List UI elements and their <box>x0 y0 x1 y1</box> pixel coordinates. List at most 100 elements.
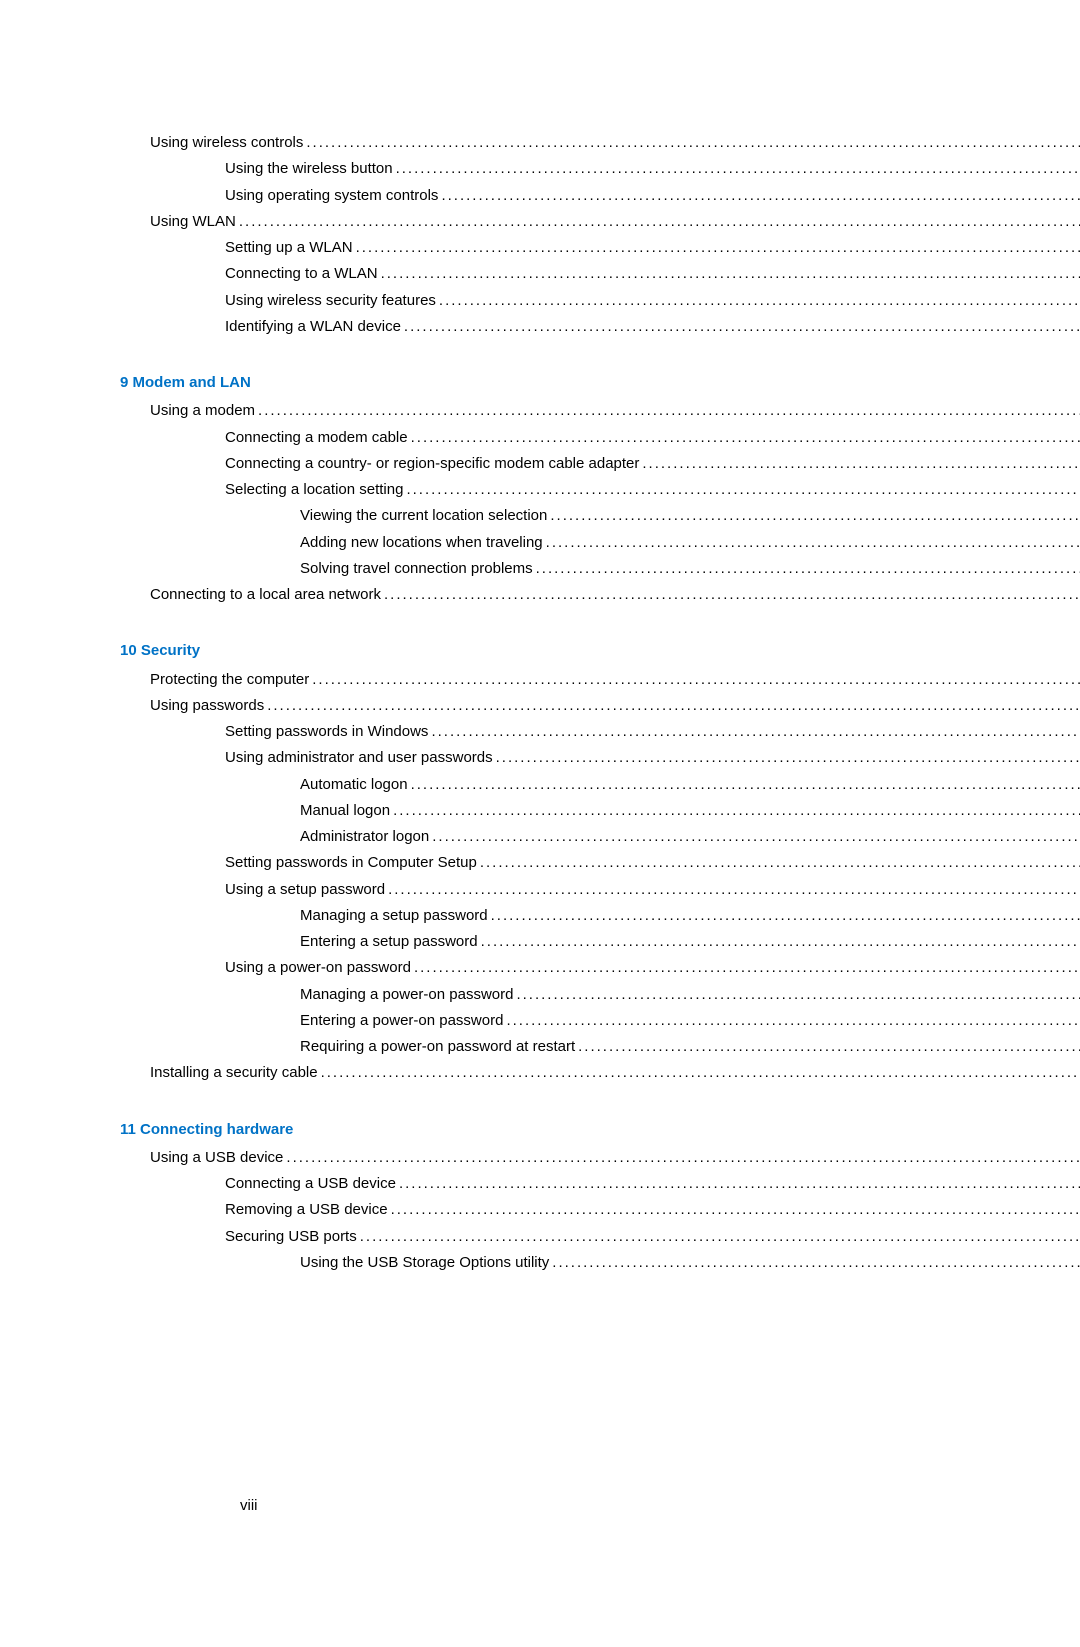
toc-leader-dots <box>439 288 1080 314</box>
toc-entry-title: Viewing the current location selection <box>300 503 547 529</box>
toc-entry[interactable]: Entering a power-on password 61 <box>120 1008 1080 1034</box>
toc-leader-dots <box>391 1197 1080 1223</box>
toc-leader-dots <box>642 451 1080 477</box>
toc-entry[interactable]: Selecting a location setting 53 <box>120 477 1080 503</box>
toc-entry-title: Solving travel connection problems <box>300 556 533 582</box>
toc-leader-dots <box>396 156 1080 182</box>
toc-entry-title: Identifying a WLAN device <box>225 314 401 340</box>
toc-entry-title: Setting passwords in Windows <box>225 719 428 745</box>
toc-entry[interactable]: Managing a setup password 60 <box>120 903 1080 929</box>
toc-entry[interactable]: Setting passwords in Windows 58 <box>120 719 1080 745</box>
toc-entry-title: Using a USB device <box>150 1145 283 1171</box>
toc-leader-dots <box>399 1171 1080 1197</box>
toc-leader-dots <box>480 850 1080 876</box>
toc-entry-title: Managing a setup password <box>300 903 488 929</box>
toc-entry-title: Setting up a WLAN <box>225 235 353 261</box>
toc-entry[interactable]: Using WLAN 48 <box>120 209 1080 235</box>
toc-entry-title: Using wireless controls <box>150 130 303 156</box>
toc-entry[interactable]: Connecting to a WLAN 50 <box>120 261 1080 287</box>
toc-leader-dots <box>496 745 1080 771</box>
toc-entry[interactable]: Identifying a WLAN device 50 <box>120 314 1080 340</box>
toc-entry-title: Using passwords <box>150 693 264 719</box>
toc-leader-dots <box>506 1008 1080 1034</box>
toc-leader-dots <box>239 209 1080 235</box>
toc-entry[interactable]: Setting up a WLAN 49 <box>120 235 1080 261</box>
toc-leader-dots <box>312 667 1080 693</box>
toc-leader-dots <box>393 798 1080 824</box>
toc-entry[interactable]: Installing a security cable 61 <box>120 1060 1080 1086</box>
toc-leader-dots <box>306 130 1080 156</box>
toc-leader-dots <box>441 183 1080 209</box>
toc-entry[interactable]: Using operating system controls 48 <box>120 183 1080 209</box>
toc-leader-dots <box>516 982 1080 1008</box>
toc-entry[interactable]: Using the wireless button 48 <box>120 156 1080 182</box>
toc-leader-dots <box>411 425 1080 451</box>
toc-entry-title: Managing a power-on password <box>300 982 513 1008</box>
toc-entry[interactable]: Requiring a power-on password at restart… <box>120 1034 1080 1060</box>
section-heading: 10 Security <box>120 638 1080 664</box>
toc-entry[interactable]: Using a modem 51 <box>120 398 1080 424</box>
toc-leader-dots <box>552 1250 1080 1276</box>
toc-leader-dots <box>267 693 1080 719</box>
toc-entry-title: Setting passwords in Computer Setup <box>225 850 477 876</box>
section-heading: 11 Connecting hardware <box>120 1117 1080 1143</box>
toc-entry-title: Installing a security cable <box>150 1060 318 1086</box>
toc-leader-dots <box>258 398 1080 424</box>
toc-entry-title: Manual logon <box>300 798 390 824</box>
toc-entry[interactable]: Using the USB Storage Options utility 64 <box>120 1250 1080 1276</box>
toc-entry-title: Entering a power-on password <box>300 1008 503 1034</box>
toc-entry[interactable]: Using passwords 58 <box>120 693 1080 719</box>
toc-entry-title: Administrator logon <box>300 824 429 850</box>
toc-entry[interactable]: Protecting the computer 57 <box>120 667 1080 693</box>
toc-leader-dots <box>384 582 1080 608</box>
toc-entry[interactable]: Solving travel connection problems 54 <box>120 556 1080 582</box>
toc-entry[interactable]: Removing a USB device 63 <box>120 1197 1080 1223</box>
toc-entry-title: Protecting the computer <box>150 667 309 693</box>
toc-entry-title: Connecting to a WLAN <box>225 261 378 287</box>
toc-leader-dots <box>406 477 1080 503</box>
toc-entry[interactable]: Connecting a modem cable 51 <box>120 425 1080 451</box>
toc-entry[interactable]: Using wireless security features 50 <box>120 288 1080 314</box>
toc-entry[interactable]: Manual logon 59 <box>120 798 1080 824</box>
toc-entry[interactable]: Using a USB device 63 <box>120 1145 1080 1171</box>
toc-leader-dots <box>411 772 1080 798</box>
toc-entry-title: Automatic logon <box>300 772 408 798</box>
toc-entry[interactable]: Using administrator and user passwords 5… <box>120 745 1080 771</box>
toc-entry-title: Requiring a power-on password at restart <box>300 1034 575 1060</box>
toc-entry[interactable]: Connecting to a local area network 55 <box>120 582 1080 608</box>
toc-entry[interactable]: Using a power-on password 60 <box>120 955 1080 981</box>
toc-leader-dots <box>536 556 1080 582</box>
toc-entry-title: Using the USB Storage Options utility <box>300 1250 549 1276</box>
toc-entry[interactable]: Using a setup password 59 <box>120 877 1080 903</box>
toc-leader-dots <box>550 503 1080 529</box>
toc-entry[interactable]: Administrator logon 59 <box>120 824 1080 850</box>
toc-entry-title: Entering a setup password <box>300 929 478 955</box>
toc-leader-dots <box>321 1060 1080 1086</box>
toc-entry[interactable]: Automatic logon 58 <box>120 772 1080 798</box>
toc-entry[interactable]: Connecting a USB device 63 <box>120 1171 1080 1197</box>
toc-leader-dots <box>546 530 1080 556</box>
toc-entry-title: Using the wireless button <box>225 156 393 182</box>
table-of-contents: Using wireless controls 48Using the wire… <box>120 130 1080 1276</box>
toc-entry[interactable]: Connecting a country- or region-specific… <box>120 451 1080 477</box>
toc-entry-title: Using administrator and user passwords <box>225 745 493 771</box>
toc-leader-dots <box>414 955 1080 981</box>
toc-leader-dots <box>286 1145 1080 1171</box>
toc-entry-title: Adding new locations when traveling <box>300 530 543 556</box>
toc-entry[interactable]: Setting passwords in Computer Setup 59 <box>120 850 1080 876</box>
toc-leader-dots <box>578 1034 1080 1060</box>
toc-entry-title: Using WLAN <box>150 209 236 235</box>
toc-entry[interactable]: Using wireless controls 48 <box>120 130 1080 156</box>
toc-entry[interactable]: Securing USB ports 64 <box>120 1224 1080 1250</box>
toc-entry-title: Using wireless security features <box>225 288 436 314</box>
toc-entry[interactable]: Managing a power-on password 60 <box>120 982 1080 1008</box>
toc-entry-title: Connecting to a local area network <box>150 582 381 608</box>
toc-leader-dots <box>381 261 1080 287</box>
toc-entry-title: Securing USB ports <box>225 1224 357 1250</box>
toc-leader-dots <box>388 877 1080 903</box>
toc-entry[interactable]: Entering a setup password 60 <box>120 929 1080 955</box>
toc-entry[interactable]: Viewing the current location selection 5… <box>120 503 1080 529</box>
toc-entry[interactable]: Adding new locations when traveling 53 <box>120 530 1080 556</box>
toc-leader-dots <box>481 929 1080 955</box>
toc-entry-title: Connecting a modem cable <box>225 425 408 451</box>
